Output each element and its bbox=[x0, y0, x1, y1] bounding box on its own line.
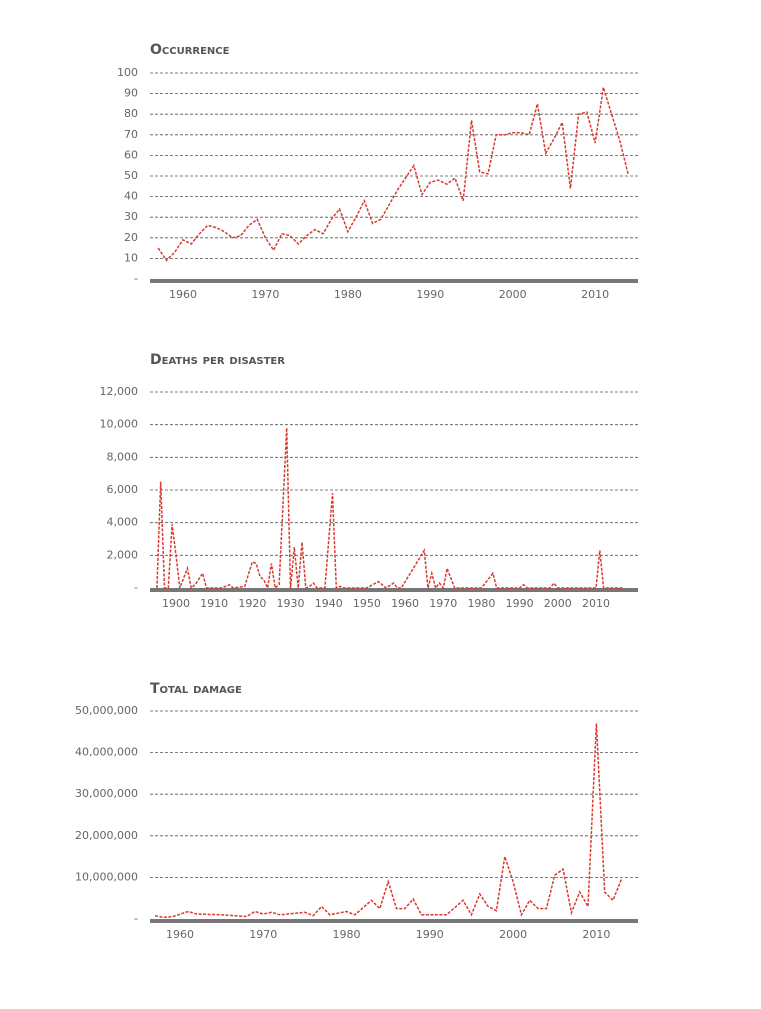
x-tick-label: 1930 bbox=[277, 597, 305, 610]
y-tick-label: 40 bbox=[124, 190, 138, 203]
x-tick-label: 1980 bbox=[467, 597, 495, 610]
x-tick-label: 1990 bbox=[416, 288, 444, 301]
chart-title: Total damage bbox=[150, 681, 242, 697]
x-tick-label: 1980 bbox=[334, 288, 362, 301]
y-tick-label: - bbox=[134, 272, 138, 285]
x-tick-label: 2010 bbox=[582, 597, 610, 610]
x-tick-label: 1950 bbox=[353, 597, 381, 610]
y-tick-label: - bbox=[134, 912, 138, 925]
x-tick-label: 1970 bbox=[429, 597, 457, 610]
x-tick-label: 2000 bbox=[544, 597, 572, 610]
x-tick-label: 1990 bbox=[416, 928, 444, 941]
y-tick-label: 2,000 bbox=[107, 548, 139, 561]
x-tick-label: 1900 bbox=[162, 597, 190, 610]
y-tick-label: 10,000,000 bbox=[75, 870, 138, 883]
y-tick-label: 80 bbox=[124, 107, 138, 120]
data-line bbox=[154, 723, 622, 919]
x-tick-label: 1920 bbox=[238, 597, 266, 610]
x-tick-label: 1970 bbox=[251, 288, 279, 301]
y-tick-label: 12,000 bbox=[100, 385, 139, 398]
x-tick-label: 2000 bbox=[499, 928, 527, 941]
x-tick-label: 2000 bbox=[499, 288, 527, 301]
x-tick-label: 2010 bbox=[581, 288, 609, 301]
y-tick-label: 8,000 bbox=[107, 450, 139, 463]
x-tick-label: 1980 bbox=[333, 928, 361, 941]
y-tick-label: 10,000 bbox=[100, 418, 139, 431]
y-tick-label: - bbox=[134, 581, 138, 594]
y-tick-label: 10 bbox=[124, 251, 138, 264]
y-tick-label: 50,000,000 bbox=[75, 704, 138, 717]
x-tick-label: 1990 bbox=[506, 597, 534, 610]
y-tick-label: 50 bbox=[124, 169, 138, 182]
x-tick-label: 1960 bbox=[169, 288, 197, 301]
x-tick-label: 1910 bbox=[200, 597, 228, 610]
y-tick-label: 100 bbox=[117, 66, 138, 79]
data-line bbox=[157, 87, 629, 262]
y-tick-label: 20,000,000 bbox=[75, 829, 138, 842]
y-tick-label: 90 bbox=[124, 87, 138, 100]
x-tick-label: 1940 bbox=[315, 597, 343, 610]
chart-title: Occurrence bbox=[150, 42, 230, 58]
y-tick-label: 4,000 bbox=[107, 516, 139, 529]
chart-title: Deaths per disaster bbox=[150, 352, 285, 368]
y-tick-label: 30 bbox=[124, 210, 138, 223]
y-tick-label: 60 bbox=[124, 148, 138, 161]
y-tick-label: 30,000,000 bbox=[75, 787, 138, 800]
x-tick-label: 1970 bbox=[249, 928, 277, 941]
data-line bbox=[156, 427, 623, 591]
y-tick-label: 20 bbox=[124, 231, 138, 244]
y-tick-label: 70 bbox=[124, 128, 138, 141]
y-tick-label: 40,000,000 bbox=[75, 746, 138, 759]
x-tick-label: 2010 bbox=[582, 928, 610, 941]
y-tick-label: 6,000 bbox=[107, 483, 139, 496]
x-tick-label: 1960 bbox=[166, 928, 194, 941]
x-tick-label: 1960 bbox=[391, 597, 419, 610]
